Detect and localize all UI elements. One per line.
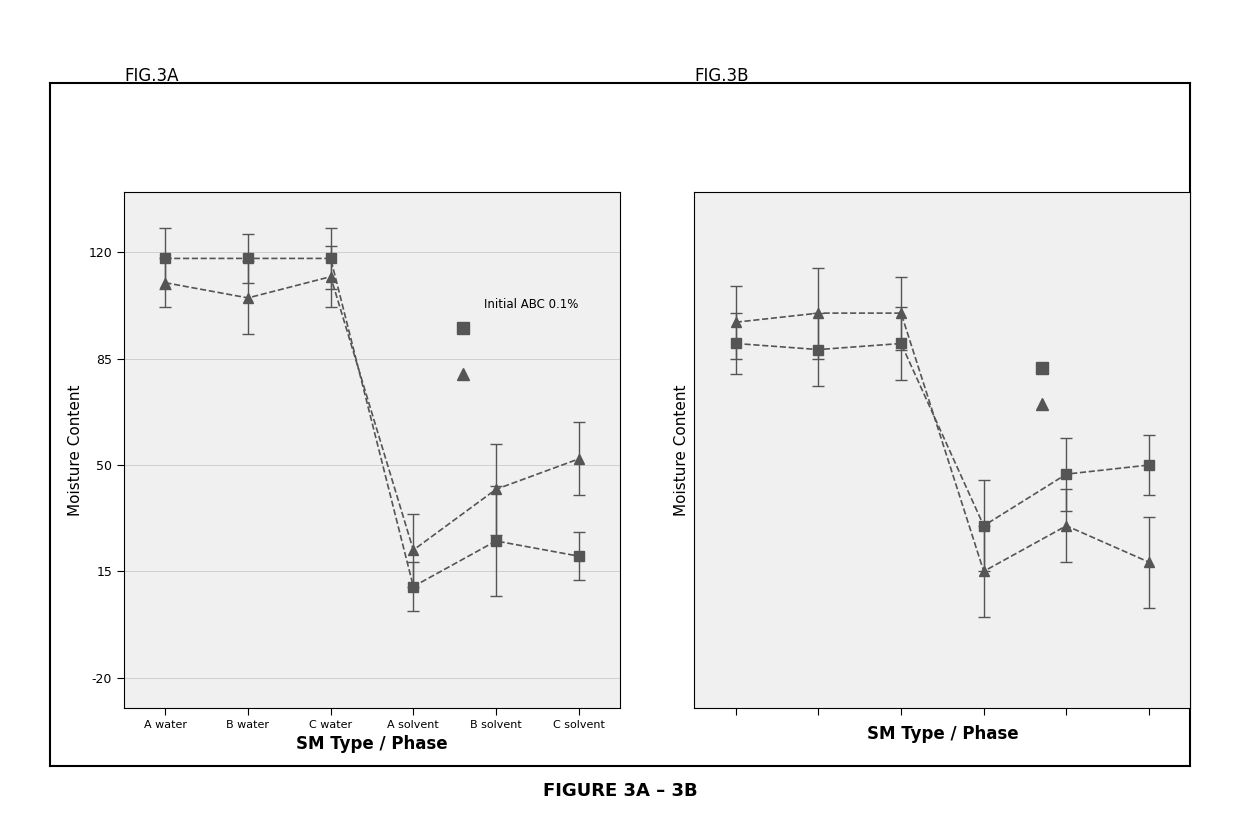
Y-axis label: Moisture Content: Moisture Content — [68, 384, 83, 516]
Text: FIG.3B: FIG.3B — [694, 67, 749, 85]
Text: Initial ABC 0.1%: Initial ABC 0.1% — [484, 298, 578, 311]
X-axis label: SM Type / Phase: SM Type / Phase — [296, 736, 448, 753]
X-axis label: SM Type / Phase: SM Type / Phase — [867, 726, 1018, 743]
Text: FIGURE 3A – 3B: FIGURE 3A – 3B — [543, 781, 697, 800]
Text: FIG.3A: FIG.3A — [124, 67, 179, 85]
Y-axis label: Moisture Content: Moisture Content — [673, 384, 689, 516]
